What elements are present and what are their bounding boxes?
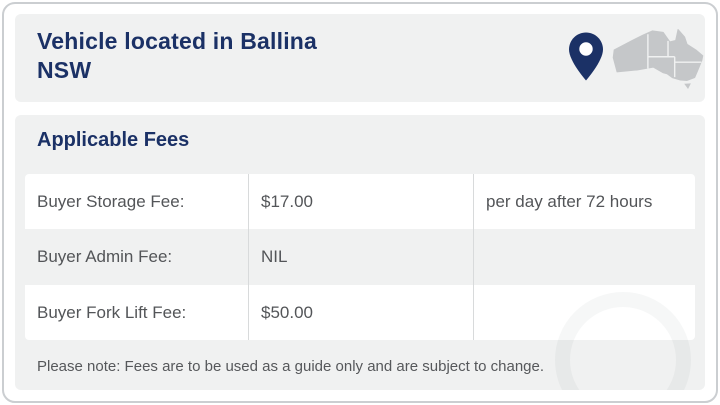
table-row: Buyer Storage Fee: $17.00 per day after … xyxy=(25,174,695,229)
page-title: Vehicle located in Ballina NSW xyxy=(37,27,317,85)
title-line2: NSW xyxy=(37,57,92,83)
section-title: Applicable Fees xyxy=(37,129,190,151)
fees-table: Buyer Storage Fee: $17.00 per day after … xyxy=(25,174,695,340)
fee-value: NIL xyxy=(249,229,474,285)
disclaimer-note: Please note: Fees are to be used as a gu… xyxy=(37,358,545,375)
fee-label: Buyer Storage Fee: xyxy=(25,174,249,229)
table-row: Buyer Admin Fee: NIL xyxy=(25,229,695,285)
fee-note: per day after 72 hours xyxy=(486,191,653,211)
fee-label: Buyer Fork Lift Fee: xyxy=(25,285,249,340)
fee-note xyxy=(474,229,695,285)
title-line1: Vehicle located in Ballina xyxy=(37,28,318,54)
map-pin-icon xyxy=(569,32,603,81)
australia-map-icon xyxy=(612,29,704,90)
fee-label: Buyer Admin Fee: xyxy=(25,229,249,285)
fee-value: $17.00 xyxy=(249,174,474,229)
fees-section: Applicable Fees Buyer Storage Fee: $17.0… xyxy=(15,115,705,390)
fee-value: $50.00 xyxy=(249,285,474,340)
location-header: Vehicle located in Ballina NSW xyxy=(15,14,705,102)
